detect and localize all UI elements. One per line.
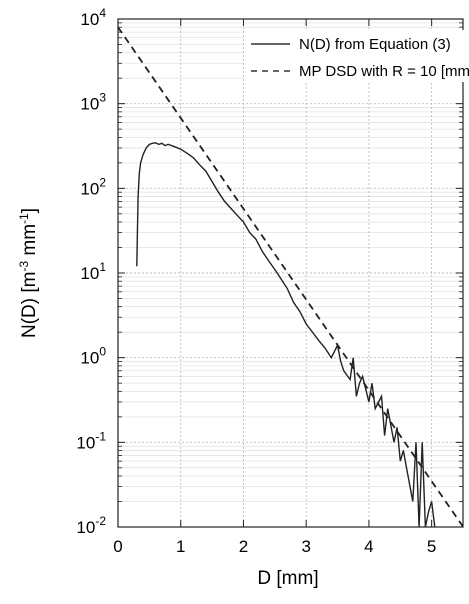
y-tick-label: 102: [80, 175, 106, 198]
y-tick-label-exp: 1: [99, 260, 106, 274]
y-tick-label: 100: [80, 345, 106, 368]
y-tick-label-base: 10: [80, 264, 99, 283]
y-tick-label: 10-1: [76, 429, 106, 452]
y-tick-label-base: 10: [80, 349, 99, 368]
y-axis-label-exp2: -1: [17, 213, 31, 224]
y-tick-label-exp: 2: [99, 175, 106, 189]
y-tick-label: 103: [80, 91, 106, 114]
series-line-equation: [136, 142, 436, 528]
y-tick-label-base: 10: [80, 179, 99, 198]
grid: [117, 18, 463, 528]
x-tick-labels: 0 1 2 3 4 5: [113, 537, 436, 556]
legend-box: [244, 30, 466, 82]
y-axis-label-main: N(D) [m: [19, 272, 40, 338]
legend-label-mp-dsd: MP DSD with R = 10 [mm h-1]: [299, 62, 469, 80]
y-tick-label-base: 10: [80, 10, 99, 29]
x-tick-label: 4: [364, 537, 373, 556]
ticks: [117, 18, 463, 528]
x-tick-label: 2: [239, 537, 248, 556]
y-tick-label-base: 10: [76, 518, 95, 537]
y-tick-label-exp: 4: [99, 6, 106, 20]
y-tick-label-exp: -2: [95, 514, 106, 528]
y-tick-label-base: 10: [76, 433, 95, 452]
y-tick-label-exp: 0: [99, 345, 106, 359]
y-tick-label: 104: [80, 6, 106, 29]
y-tick-label: 10-2: [76, 514, 106, 537]
x-tick-label: 3: [301, 537, 310, 556]
y-tick-label: 101: [80, 260, 106, 283]
x-axis-label: D [mm]: [257, 568, 318, 589]
x-tick-label: 5: [427, 537, 436, 556]
legend-label-equation: N(D) from Equation (3): [299, 36, 451, 53]
x-tick-label: 1: [176, 537, 185, 556]
y-axis-label-mid: mm: [19, 224, 40, 261]
series-layer: [117, 26, 464, 528]
legend: N(D) from Equation (3) MP DSD with R = 1…: [244, 30, 469, 82]
y-axis-label: N(D) [m-3 mm-1]: [17, 208, 40, 338]
y-tick-label-exp: 3: [99, 91, 106, 105]
y-axis-label-tail: ]: [19, 208, 40, 213]
x-tick-label: 0: [113, 537, 122, 556]
series-line-mp-dsd: [117, 26, 464, 528]
y-tick-label-exp: -1: [95, 429, 106, 443]
y-tick-label-base: 10: [80, 95, 99, 114]
legend-label-mp-dsd-main: MP DSD with R = 10 [mm h: [299, 63, 469, 80]
y-axis-label-exp1: -3: [17, 261, 31, 272]
